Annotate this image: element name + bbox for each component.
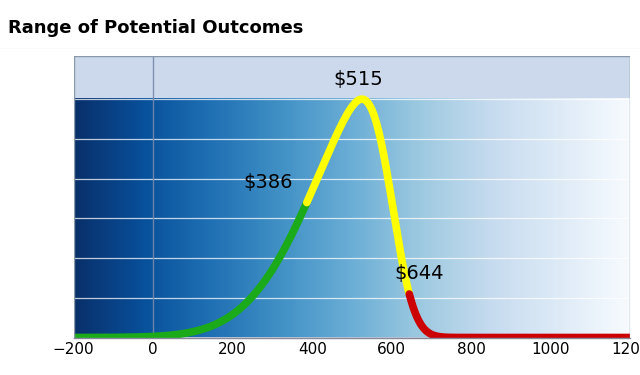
Text: Range of Potential Outcomes: Range of Potential Outcomes [8,19,303,37]
Bar [74,56,630,338]
Text: $515: $515 [333,70,383,89]
Text: $644: $644 [394,264,444,283]
Text: $386: $386 [244,173,293,192]
